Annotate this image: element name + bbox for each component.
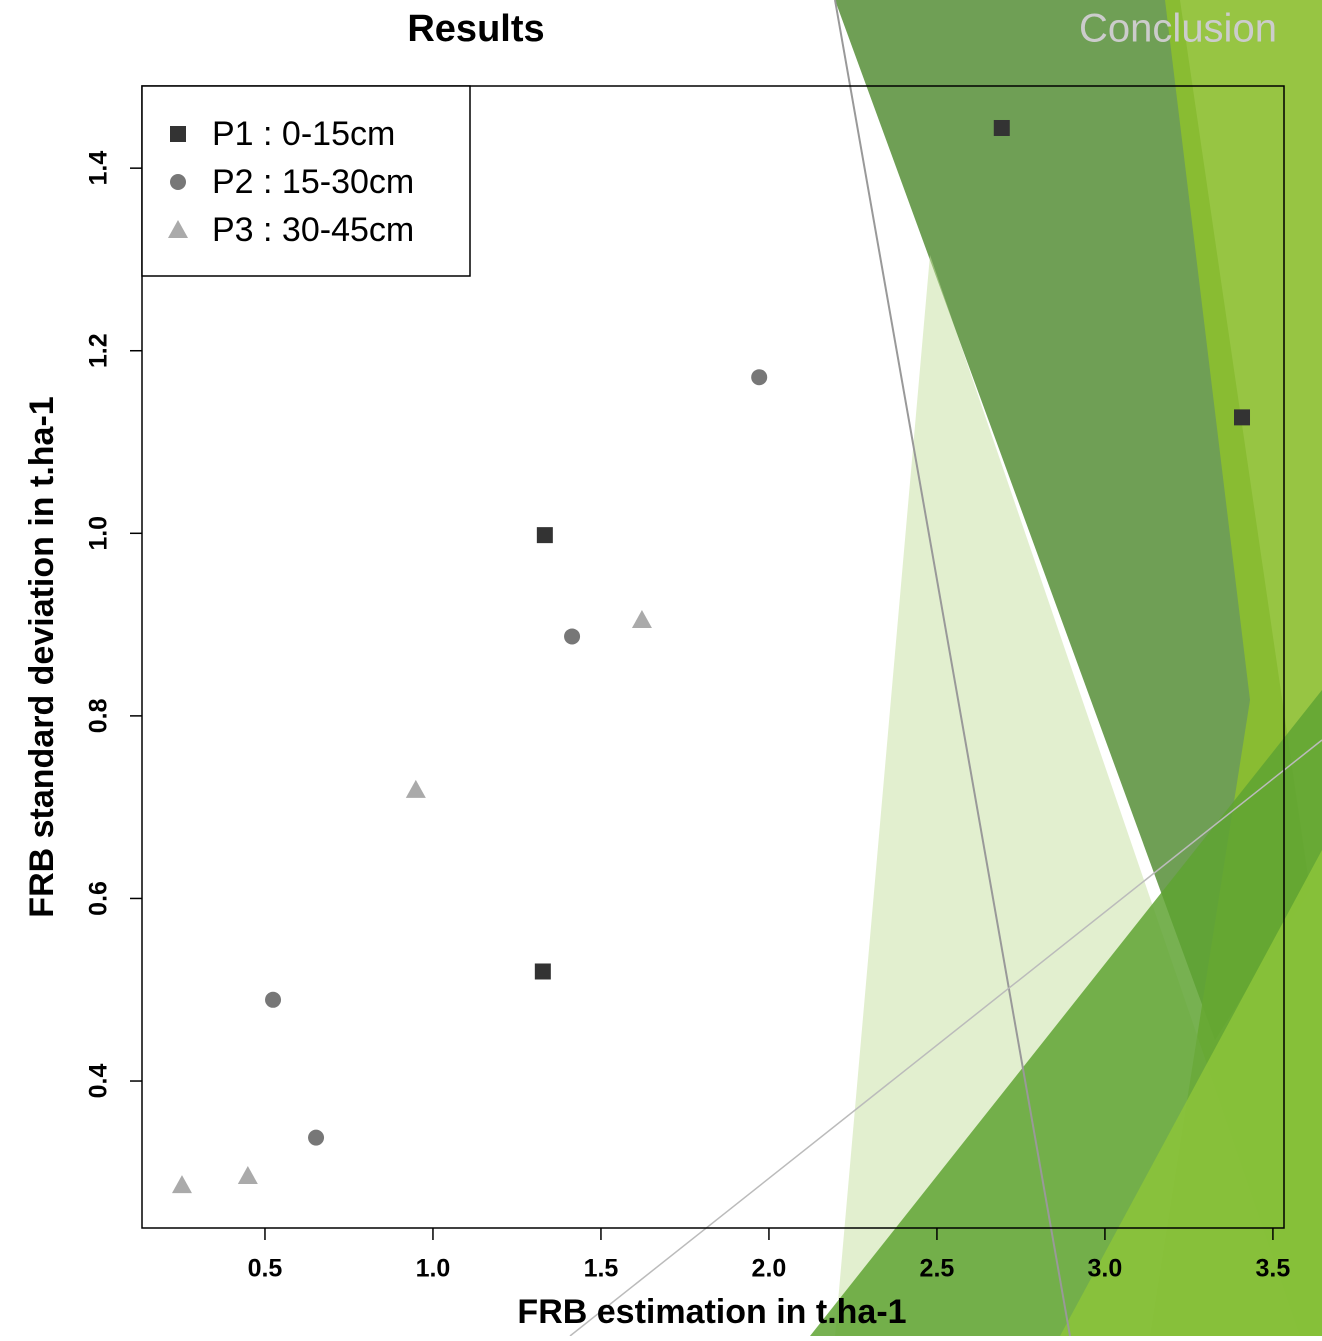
data-point	[1234, 409, 1251, 426]
y-tick-label: 1.4	[85, 151, 113, 186]
data-point	[171, 1175, 192, 1194]
x-tick-label: 1.0	[416, 1255, 451, 1283]
background-decoration	[569, 0, 1322, 1337]
plot-frame	[141, 85, 1285, 1229]
decor-shape	[1060, 850, 1322, 1336]
y-tick-label: 1.2	[85, 333, 113, 368]
legend-marker	[170, 126, 186, 142]
y-tick-label: 0.6	[85, 881, 113, 916]
decor-shape	[835, 0, 1310, 1040]
data-point	[237, 1165, 258, 1184]
legend-box	[141, 85, 471, 277]
legend-marker	[168, 220, 188, 238]
data-point	[534, 963, 551, 980]
x-axis-label: FRB estimation in t.ha-1	[517, 1293, 906, 1331]
y-axis-label: FRB standard deviation in t.ha-1	[23, 396, 61, 917]
x-tick-label: 2.0	[752, 1255, 787, 1283]
x-tick-label: 1.5	[584, 1255, 619, 1283]
data-point	[993, 119, 1010, 136]
nav-section[interactable]: Conclusion	[1079, 7, 1277, 51]
slide-title: Results	[407, 8, 544, 50]
x-tick-label: 2.5	[920, 1255, 955, 1283]
legend-label: P3 : 30-45cm	[212, 211, 414, 249]
decor-line	[569, 739, 1322, 1337]
x-tick-label: 3.0	[1088, 1255, 1123, 1283]
legend: P1 : 0-15cm P2 : 15-30cm P3 : 30-45cm	[141, 85, 471, 277]
data-point	[308, 1129, 325, 1146]
data-point	[751, 369, 768, 386]
y-tick-label: 0.8	[85, 698, 113, 733]
legend-label: P2 : 15-30cm	[212, 163, 414, 201]
y-tick-label: 0.4	[85, 1064, 113, 1099]
x-tick-label: 3.5	[1256, 1255, 1291, 1283]
decor-line	[834, 0, 1071, 1337]
data-point	[631, 610, 652, 629]
data-point	[405, 779, 426, 798]
legend-label: P1 : 0-15cm	[212, 115, 395, 153]
data-point	[564, 628, 581, 645]
legend-marker	[170, 174, 186, 190]
data-point	[536, 527, 553, 544]
data-point	[265, 991, 282, 1008]
y-tick-label: 1.0	[85, 516, 113, 551]
x-tick-label: 0.5	[248, 1255, 283, 1283]
